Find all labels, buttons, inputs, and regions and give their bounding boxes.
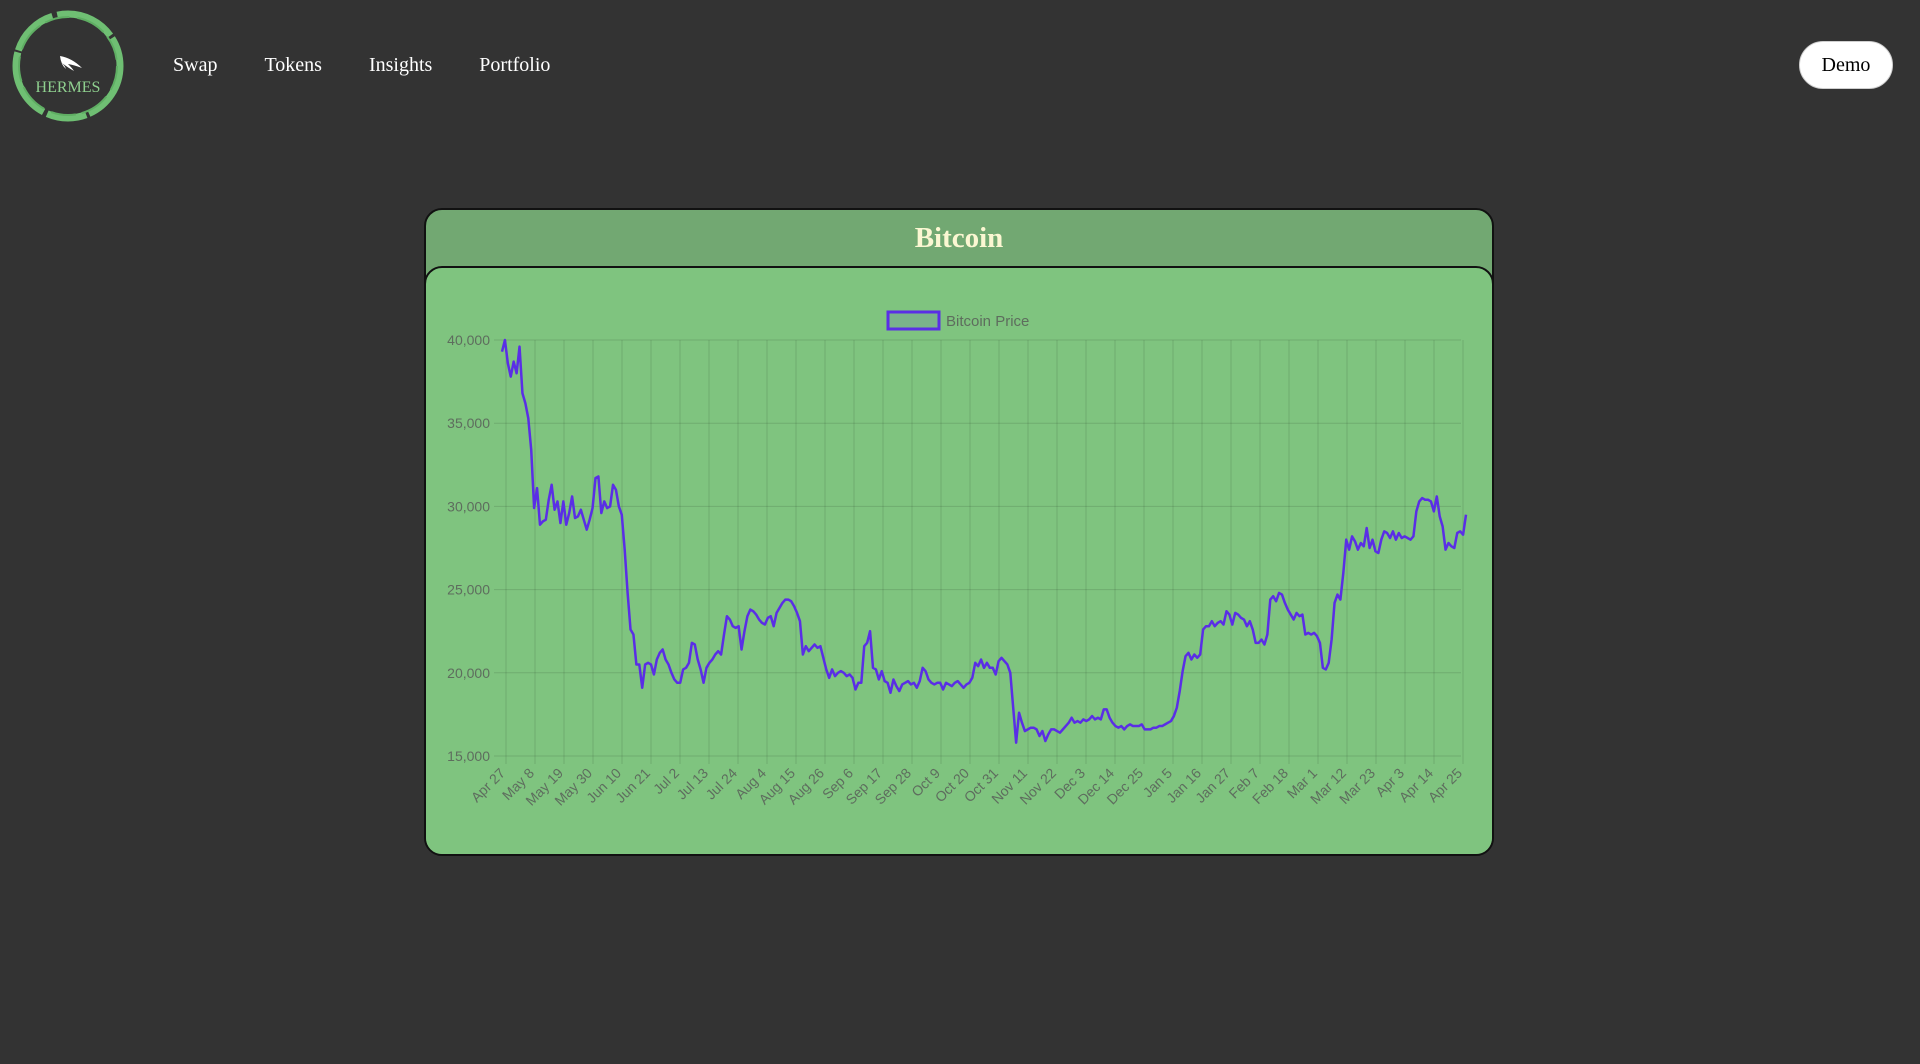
nav-item-swap[interactable]: Swap [173, 54, 218, 76]
card-title: Bitcoin [914, 222, 1004, 254]
y-tick-label: 15,000 [447, 748, 490, 764]
demo-button[interactable]: Demo [1799, 41, 1893, 89]
bitcoin-price-chart: 15,000 20,000 25,000 30,000 35,000 40,000 Apr … [447, 310, 1468, 809]
y-tick-label: 20,000 [447, 665, 490, 681]
legend-label: Bitcoin Price [946, 313, 1029, 330]
bitcoin-price-card: Bitcoin 15,000 20,000 25,000 30,000 35,000 40… [424, 208, 1494, 856]
nav-item-tokens[interactable]: Tokens [264, 54, 322, 76]
wing-icon [60, 56, 82, 71]
y-tick-label: 30,000 [447, 498, 490, 514]
x-tick-label: Apr 27 [468, 765, 509, 806]
y-tick-label: 25,000 [447, 582, 490, 598]
nav-links: Swap Tokens Insights Portfolio [173, 54, 597, 77]
nav-item-insights[interactable]: Insights [368, 54, 433, 76]
chart-panel: 15,000 20,000 25,000 30,000 35,000 40,000 Apr … [426, 266, 1492, 854]
x-tick-label: Jul 13 [673, 765, 711, 803]
x-tick-label: Jul 24 [702, 765, 740, 803]
logo-wordmark: HERMES [36, 79, 101, 96]
top-navbar: HERMES Swap Tokens Insights Portfolio De… [0, 0, 1920, 140]
bitcoin-price-line [500, 338, 1468, 744]
hermes-logo-ring: HERMES [12, 10, 124, 122]
y-tick-label: 35,000 [447, 415, 490, 431]
nav-item-portfolio[interactable]: Portfolio [479, 54, 551, 76]
legend-swatch [886, 310, 941, 331]
y-tick-label: 40,000 [447, 332, 490, 348]
hermes-logo[interactable]: HERMES [10, 8, 126, 124]
